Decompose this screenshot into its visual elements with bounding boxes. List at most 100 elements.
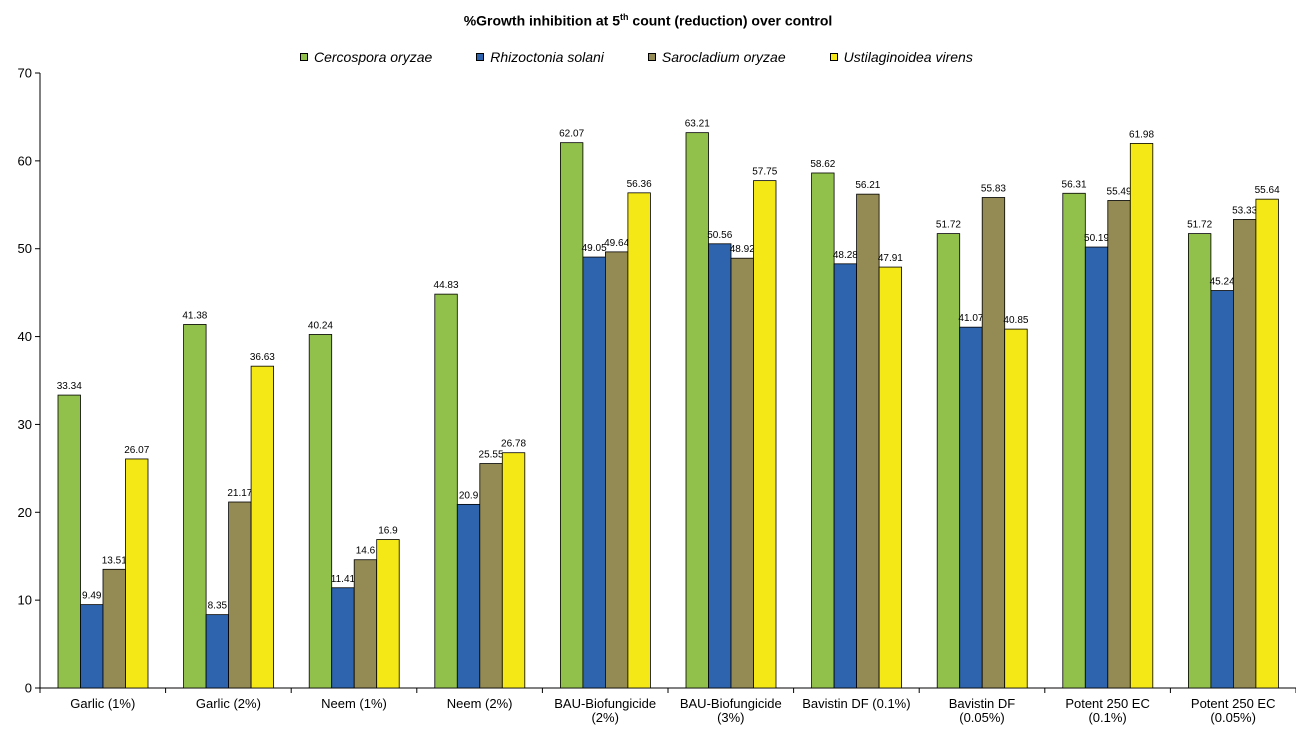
bar [80,604,104,689]
bar [959,326,983,689]
bar [250,365,275,689]
bar [560,142,584,689]
bar [1129,143,1154,689]
data-label: 8.35 [208,601,228,612]
bar [228,501,252,689]
bar [501,452,526,689]
y-tick-label: 40 [18,329,32,344]
legend-item: Rhizoctonia solani [476,49,604,65]
bar [1084,246,1109,689]
bar [183,324,207,689]
chart-legend: Cercospora oryzae Rhizoctonia solani Saroc… [300,49,1017,65]
legend-swatch [476,53,485,61]
data-label: 56.31 [1062,179,1087,190]
x-category-label: (0.05%) [959,710,1005,725]
data-label: 63.21 [685,119,710,130]
x-category-label: BAU-Biofungicide [554,696,656,711]
data-label: 57.75 [752,167,777,178]
bar [753,180,777,689]
bar [856,193,880,689]
bar [331,587,355,689]
x-category-label: Potent 250 EC [1191,696,1276,711]
data-label: 50.56 [707,230,732,241]
chart-title-main: %Growth inhibition at 5 [463,12,621,29]
data-label: 48.28 [833,250,858,261]
data-label: 49.64 [604,238,629,249]
legend-item: Cercospora oryzae [300,49,432,65]
bar [627,192,651,689]
data-label: 50.19 [1084,233,1109,244]
y-tick-label: 70 [18,66,32,81]
chart-title-rest: count (reduction) over control [628,12,833,29]
bar [125,458,149,689]
bar [730,257,754,689]
bar [456,503,481,689]
bar [434,293,458,689]
data-label: 55.64 [1255,185,1280,196]
y-tick-label: 50 [18,241,32,256]
bar [582,256,606,689]
x-category-label: BAU-Biofungicide [680,696,782,711]
chart-title: %Growth inhibition at 5th count (reducti… [0,12,1296,29]
legend-label: Ustilaginoidea virens [843,49,973,65]
data-label: 56.21 [855,180,880,191]
data-label: 55.83 [981,183,1006,194]
data-label: 62.07 [559,129,584,140]
bar [833,263,857,689]
bar [936,233,961,689]
bar [1188,233,1212,689]
data-label: 55.49 [1107,186,1132,197]
data-label: 36.63 [250,352,275,363]
bar [376,539,400,689]
data-label: 20.9 [459,490,479,501]
bar [308,334,333,689]
bar [1255,198,1279,689]
data-label: 26.78 [501,439,526,450]
bar [205,614,230,689]
bar [353,559,378,689]
data-label: 33.34 [57,381,82,392]
data-label: 44.83 [434,280,459,291]
y-tick-label: 20 [18,505,32,520]
x-category-label: (2%) [591,710,618,725]
data-label: 25.55 [479,450,504,461]
data-label: 13.51 [102,555,127,566]
legend-item: Ustilaginoidea virens [829,49,973,65]
data-label: 16.9 [378,526,398,537]
x-category-label: Neem (1%) [321,696,387,711]
x-category-label: Neem (2%) [447,696,513,711]
bar [57,394,81,689]
data-label: 51.72 [936,220,961,231]
bar [605,251,629,689]
data-label: 41.07 [958,313,983,324]
legend-label: Rhizoctonia solani [490,49,604,65]
x-category-label: Potent 250 EC [1065,696,1150,711]
legend-label: Sarocladium oryzae [661,49,786,65]
y-tick-label: 0 [25,681,32,696]
bar [685,132,709,689]
x-category-label: (3%) [717,710,744,725]
chart-title-superscript: th [620,12,629,22]
bar [811,172,835,689]
legend-swatch [300,53,308,61]
bar [1233,219,1257,689]
data-label: 49.05 [582,243,607,254]
data-label: 51.72 [1187,220,1212,231]
x-category-label: Bavistin DF (0.1%) [802,696,910,711]
legend-swatch [829,53,838,61]
legend-swatch [647,53,656,61]
data-label: 58.62 [810,159,835,170]
x-category-label: (0.1%) [1088,710,1126,725]
data-label: 9.49 [82,591,102,602]
data-label: 47.91 [878,253,903,264]
data-label: 61.98 [1129,129,1154,140]
legend-item: Sarocladium oryzae [647,49,786,65]
bar [1107,200,1131,689]
y-tick-label: 30 [18,417,32,432]
bar [479,463,503,689]
y-tick-label: 60 [18,153,32,168]
bar [878,266,902,689]
data-label: 40.85 [1003,315,1028,326]
bar [981,197,1006,689]
